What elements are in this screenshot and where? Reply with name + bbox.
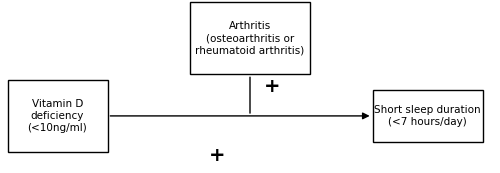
Text: Arthritis
(osteoarthritis or
rheumatoid arthritis): Arthritis (osteoarthritis or rheumatoid …: [196, 21, 304, 56]
Text: +: +: [264, 77, 281, 96]
Text: Short sleep duration
(<7 hours/day): Short sleep duration (<7 hours/day): [374, 105, 481, 127]
Text: Vitamin D
deficiency
(<10ng/ml): Vitamin D deficiency (<10ng/ml): [28, 98, 88, 133]
FancyBboxPatch shape: [8, 80, 108, 152]
FancyBboxPatch shape: [372, 90, 482, 142]
FancyBboxPatch shape: [190, 2, 310, 74]
Text: +: +: [209, 146, 226, 165]
